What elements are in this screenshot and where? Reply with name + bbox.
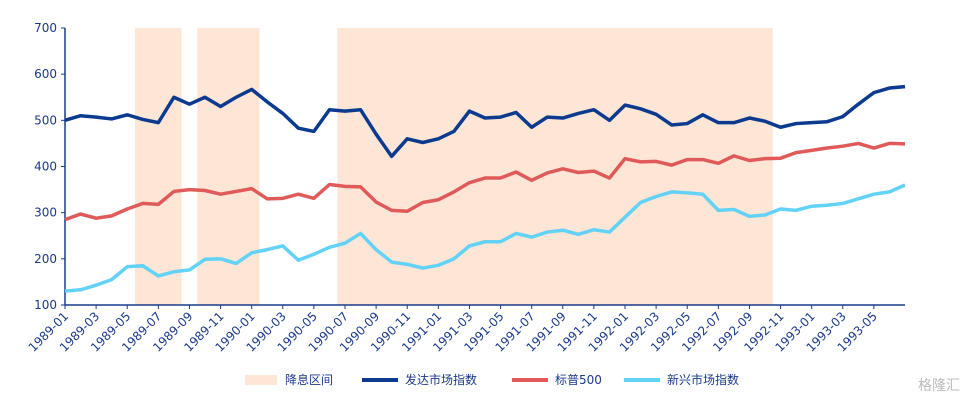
y-tick-label: 700 [34,21,57,35]
series-line [64,183,906,293]
shaded-region [337,28,773,305]
shaded-region [135,28,182,305]
legend-label: 新兴市场指数 [667,372,739,387]
y-tick-label: 500 [34,113,57,127]
legend-label: 降息区间 [285,372,333,387]
y-tick-label: 200 [34,252,57,266]
y-tick-label: 400 [34,160,57,174]
y-tick-label: 100 [34,298,57,312]
y-tick-label: 300 [34,206,57,220]
legend-label: 标普500 [555,373,602,387]
series-line [64,84,906,159]
y-tick-label: 600 [34,67,57,81]
watermark: 格隆汇 [918,378,960,394]
legend-label: 发达市场指数 [405,372,477,387]
series-line [64,141,906,222]
legend-swatch [245,375,277,385]
shaded-region [197,28,260,305]
